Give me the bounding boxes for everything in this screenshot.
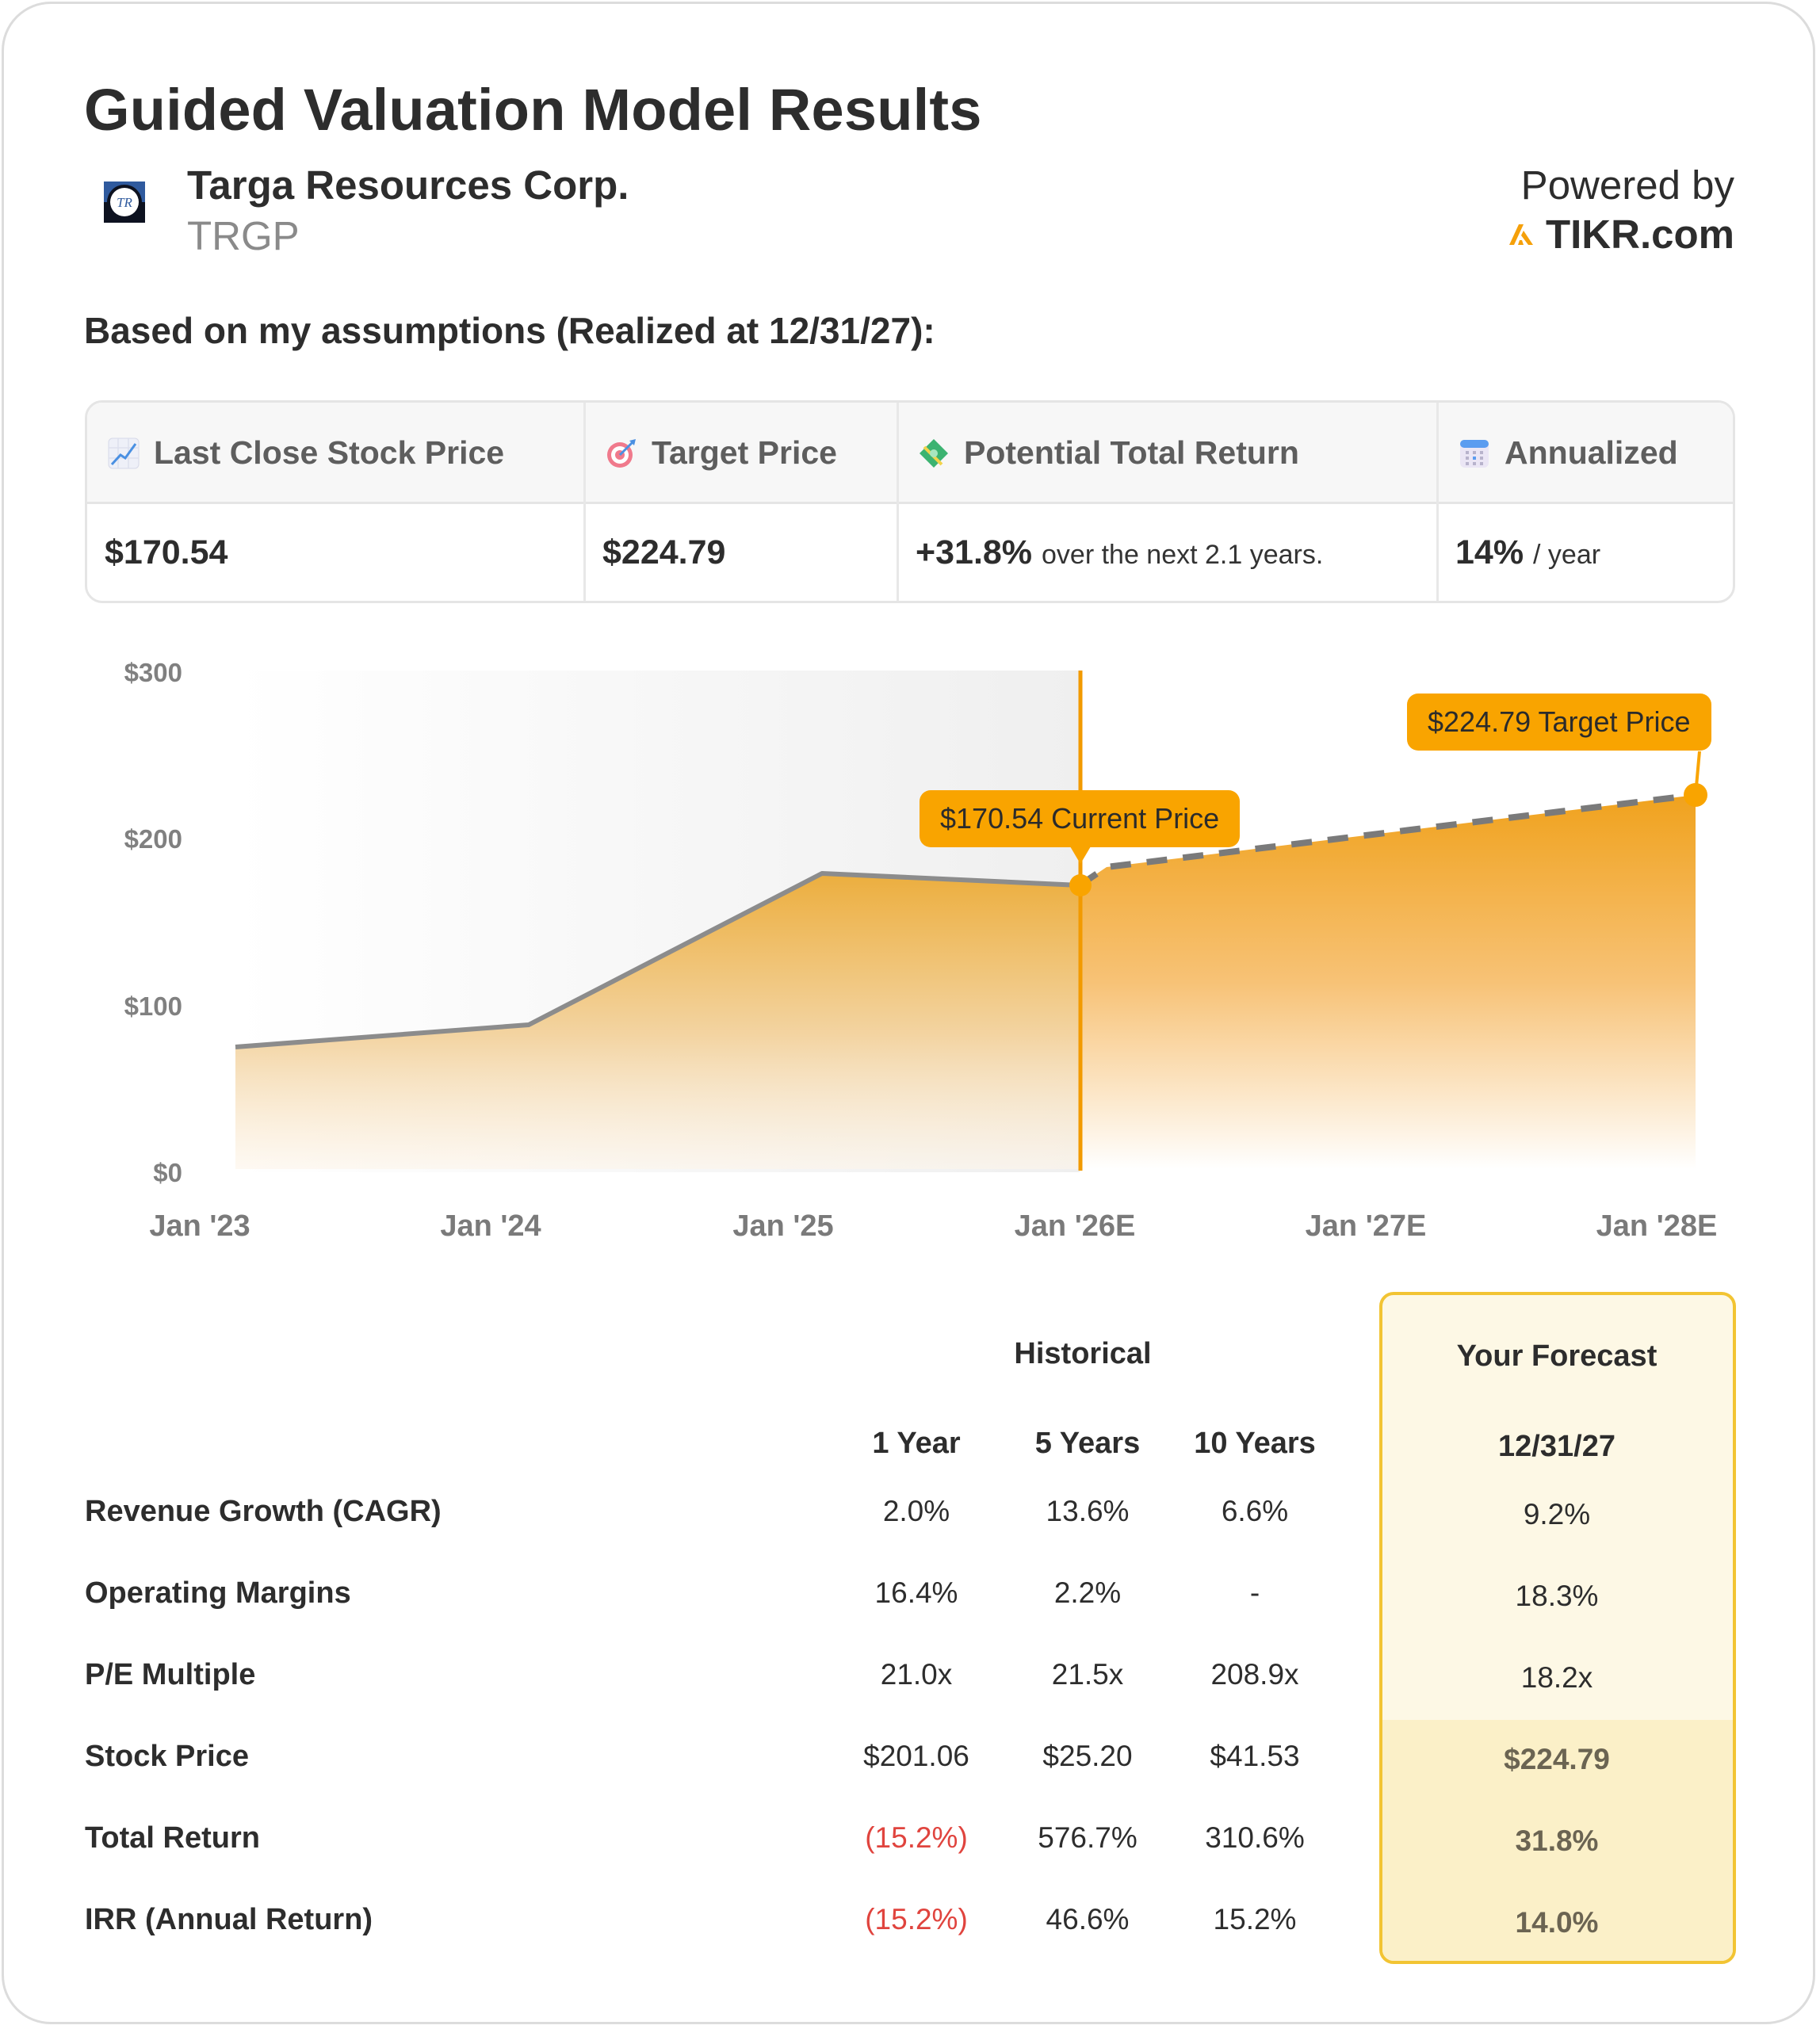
x-tick-jan-26e: Jan '26E — [1014, 1209, 1136, 1243]
tikr-brand-text: TIKR.com — [1545, 212, 1734, 257]
col-header-forecast-date: 12/31/27 — [1498, 1430, 1615, 1463]
historical-line — [235, 871, 1080, 1049]
y-tick-100: $100 — [124, 992, 182, 1021]
x-tick-jan-25: Jan '25 — [732, 1209, 834, 1243]
forecast-header: Your Forecast — [1456, 1339, 1658, 1373]
row-label-pe-multiple: P/E Multiple — [85, 1658, 256, 1691]
row-label-revenue-growth: Revenue Growth (CAGR) — [85, 1495, 442, 1528]
target-icon — [607, 438, 636, 468]
chart-increasing-icon — [108, 438, 140, 468]
price-chart — [235, 671, 1707, 1172]
trgp-logo: TR — [104, 182, 145, 223]
calendar-icon — [1460, 439, 1489, 468]
column-divider — [583, 403, 586, 601]
y-tick-200: $200 — [124, 824, 182, 854]
col-header-10-years: 10 Years — [1194, 1427, 1316, 1460]
forecast-area — [1080, 795, 1696, 1169]
column-divider — [897, 403, 899, 601]
current-price-marker[interactable] — [1069, 874, 1092, 896]
cell-margins-10y: - — [1249, 1576, 1260, 1609]
cell-pe-forecast: 18.2x — [1520, 1661, 1593, 1694]
summary-header-row — [87, 403, 1733, 504]
tikr-brand-link[interactable]: TIKR.com — [1508, 211, 1734, 258]
cell-revenue-1y: 2.0% — [882, 1495, 950, 1527]
cell-price-5y: $25.20 — [1042, 1740, 1133, 1772]
cell-return-forecast: 31.8% — [1515, 1825, 1599, 1857]
total-return-value: +31.8% over the next 2.1 years. — [916, 533, 1324, 571]
cell-pe-1y: 21.0x — [880, 1658, 953, 1691]
current-price-tooltip: $170.54 Current Price — [920, 790, 1241, 847]
y-tick-0: $0 — [153, 1158, 182, 1187]
tikr-logo-icon — [1508, 224, 1533, 245]
annualized-value: 14% / year — [1455, 533, 1601, 571]
row-label-irr: IRR (Annual Return) — [85, 1903, 373, 1936]
summary-table: Last Close Stock Price Target Price Pote… — [85, 400, 1735, 603]
cell-return-5y: 576.7% — [1038, 1821, 1138, 1854]
forecast-column-box — [1379, 1292, 1736, 1964]
cell-revenue-10y: 6.6% — [1221, 1495, 1289, 1527]
historical-area — [235, 873, 1080, 1169]
cell-irr-forecast: 14.0% — [1515, 1906, 1599, 1939]
cell-irr-1y: (15.2%) — [865, 1903, 968, 1935]
assumptions-heading: Based on my assumptions (Realized at 12/… — [84, 310, 935, 351]
col-header-1-year: 1 Year — [872, 1427, 961, 1460]
money-with-wings-icon — [920, 438, 948, 468]
powered-by-label: Powered by — [1520, 162, 1734, 208]
cell-return-10y: 310.6% — [1205, 1821, 1305, 1854]
cell-pe-5y: 21.5x — [1051, 1658, 1124, 1691]
column-divider — [1436, 403, 1439, 601]
row-label-total-return: Total Return — [85, 1821, 260, 1855]
company-name: Targa Resources Corp. — [187, 162, 629, 208]
last-close-value: $170.54 — [105, 533, 228, 571]
cell-revenue-5y: 13.6% — [1046, 1495, 1130, 1527]
cell-irr-10y: 15.2% — [1213, 1903, 1297, 1935]
target-price-tooltip: $224.79 Target Price — [1407, 694, 1711, 751]
summary-header-total-return: Potential Total Return — [918, 434, 1299, 472]
y-tick-300: $300 — [124, 658, 182, 687]
cell-price-1y: $201.06 — [863, 1740, 969, 1772]
summary-header-annualized: Annualized — [1459, 434, 1678, 472]
row-label-stock-price: Stock Price — [85, 1740, 249, 1773]
row-label-operating-margins: Operating Margins — [85, 1576, 351, 1610]
cell-margins-1y: 16.4% — [874, 1576, 958, 1609]
cell-margins-forecast: 18.3% — [1515, 1580, 1599, 1612]
page-title: Guided Valuation Model Results — [84, 77, 982, 143]
ticker-symbol: TRGP — [187, 213, 300, 258]
cell-irr-5y: 46.6% — [1046, 1903, 1130, 1935]
x-tick-jan-27e: Jan '27E — [1305, 1209, 1427, 1243]
cell-pe-10y: 208.9x — [1210, 1658, 1299, 1691]
x-tick-jan-24: Jan '24 — [440, 1209, 541, 1243]
cell-return-1y: (15.2%) — [865, 1821, 968, 1854]
target-price-value: $224.79 — [602, 533, 726, 571]
cell-margins-5y: 2.2% — [1053, 1576, 1122, 1609]
cell-price-forecast: $224.79 — [1504, 1743, 1610, 1775]
col-header-5-years: 5 Years — [1034, 1427, 1141, 1460]
x-tick-jan-23: Jan '23 — [149, 1209, 250, 1243]
cell-price-10y: $41.53 — [1210, 1740, 1300, 1772]
summary-header-last-close: Last Close Stock Price — [108, 434, 504, 472]
cell-revenue-forecast: 9.2% — [1523, 1498, 1591, 1530]
x-tick-jan-28e: Jan '28E — [1596, 1209, 1718, 1243]
summary-header-target-price: Target Price — [606, 434, 837, 472]
svg-text:TR: TR — [117, 195, 132, 210]
historical-header: Historical — [1014, 1337, 1152, 1370]
